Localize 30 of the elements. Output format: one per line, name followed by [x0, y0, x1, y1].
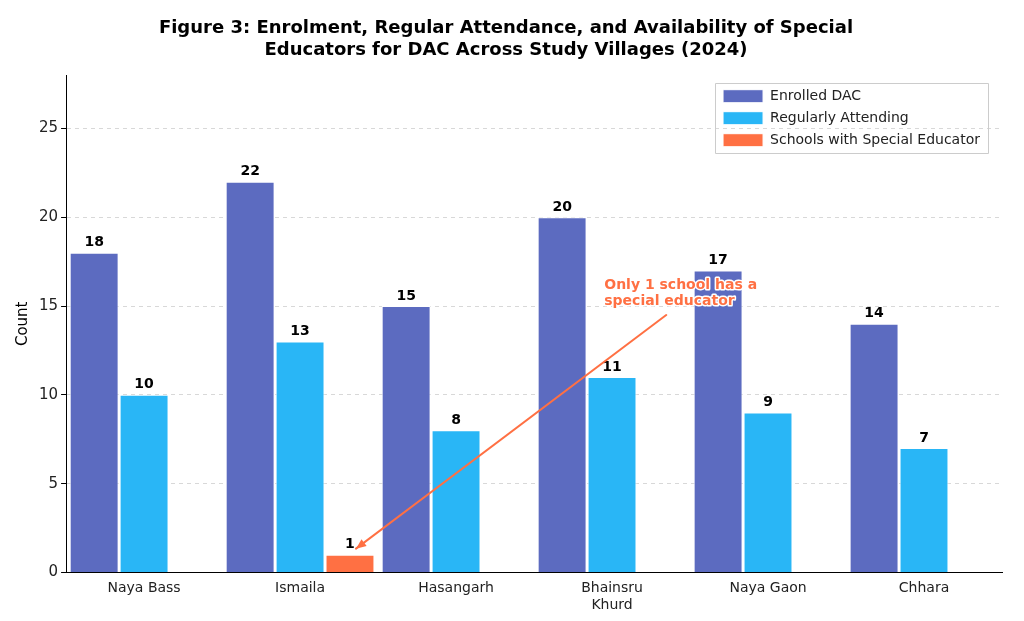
x-tick-label: Chhara [898, 579, 950, 596]
x-tick-label: Bhainsru Khurd [581, 579, 643, 613]
data-label: 11 [602, 357, 622, 374]
x-tick-label: Naya Gaon [729, 579, 807, 596]
data-label: 17 [708, 251, 728, 268]
data-label: 18 [84, 233, 104, 250]
data-label: 20 [552, 197, 573, 214]
data-label: 10 [134, 375, 155, 392]
legend-label: Schools with Special Educator [770, 130, 981, 147]
y-tick-label: 20 [38, 207, 59, 226]
data-label: 22 [240, 162, 260, 179]
y-tick-label: 5 [48, 473, 59, 492]
x-tick-label: Ismaila [275, 579, 326, 596]
x-tick-label: Naya Bass [107, 579, 181, 596]
legend-label: Regularly Attending [770, 108, 909, 125]
y-tick-label: 25 [38, 118, 59, 137]
y-tick-label: 10 [38, 384, 59, 403]
y-tick-label: 15 [38, 295, 59, 314]
data-label: 14 [864, 304, 885, 321]
chart-title: Figure 3: Enrolment, Regular Attendance, and Availability of Special Educators for DAC Across Study Villages (2024) [158, 16, 854, 60]
data-label: 7 [919, 428, 929, 445]
data-label: 1 [345, 535, 355, 552]
data-label: 15 [396, 286, 416, 303]
legend-label: Enrolled DAC [770, 86, 862, 103]
data-label: 8 [451, 410, 461, 427]
y-axis-title: Count [12, 301, 31, 347]
data-label: 13 [290, 322, 310, 339]
data-label: 9 [763, 393, 773, 410]
y-tick-label: 0 [48, 562, 59, 581]
x-tick-label: Hasangarh [418, 579, 494, 596]
